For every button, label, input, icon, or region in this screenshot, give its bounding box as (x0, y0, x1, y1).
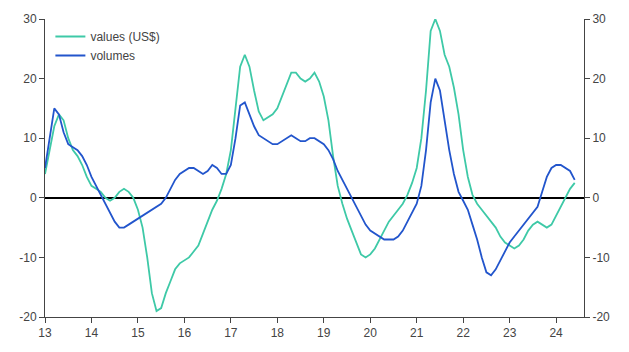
svg-text:24: 24 (549, 326, 563, 340)
svg-text:10: 10 (23, 131, 37, 145)
svg-text:16: 16 (178, 326, 192, 340)
svg-text:30: 30 (23, 12, 37, 26)
svg-text:-10: -10 (19, 251, 37, 265)
svg-text:21: 21 (410, 326, 424, 340)
svg-text:20: 20 (364, 326, 378, 340)
svg-text:values (US$): values (US$) (90, 30, 159, 44)
svg-text:22: 22 (457, 326, 471, 340)
svg-text:18: 18 (271, 326, 285, 340)
svg-text:14: 14 (85, 326, 99, 340)
svg-text:volumes: volumes (90, 49, 135, 63)
svg-text:0: 0 (592, 191, 599, 205)
svg-text:15: 15 (131, 326, 145, 340)
svg-text:13: 13 (38, 326, 52, 340)
svg-text:-20: -20 (19, 310, 37, 324)
svg-text:20: 20 (592, 72, 606, 86)
svg-text:-10: -10 (592, 251, 610, 265)
svg-text:20: 20 (23, 72, 37, 86)
svg-text:0: 0 (30, 191, 37, 205)
svg-text:17: 17 (224, 326, 238, 340)
svg-text:-20: -20 (592, 310, 610, 324)
svg-text:30: 30 (592, 12, 606, 26)
svg-text:10: 10 (592, 131, 606, 145)
svg-text:23: 23 (503, 326, 517, 340)
svg-text:19: 19 (317, 326, 331, 340)
